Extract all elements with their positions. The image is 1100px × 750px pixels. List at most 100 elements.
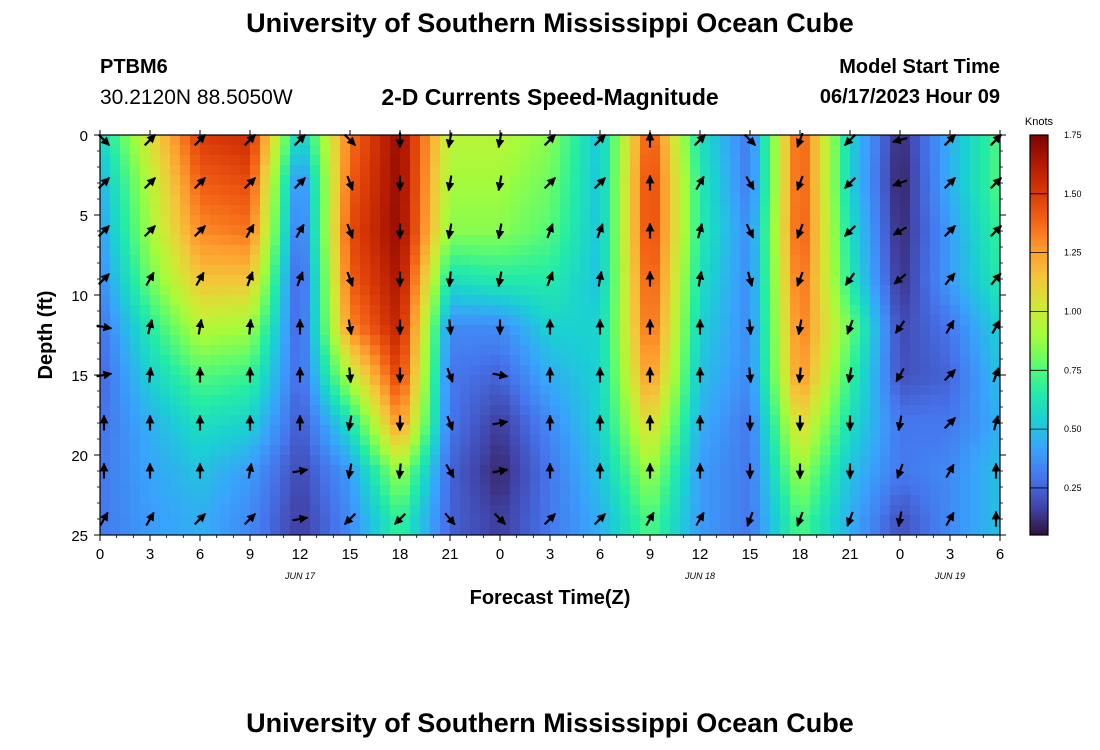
heatmap-cell	[360, 155, 371, 166]
heatmap-cell	[440, 275, 451, 286]
heatmap-cell	[920, 275, 931, 286]
heatmap-cell	[630, 165, 641, 176]
heatmap-cell	[220, 515, 231, 526]
heatmap-cell	[320, 185, 331, 196]
heatmap-cell	[690, 405, 701, 416]
heatmap-cell	[490, 415, 501, 426]
heatmap-cell	[410, 465, 421, 476]
heatmap-cell	[250, 505, 261, 516]
heatmap-cell	[530, 315, 541, 326]
heatmap-cell	[660, 505, 671, 516]
heatmap-cell	[180, 225, 191, 236]
heatmap-cell	[230, 395, 241, 406]
heatmap-cell	[690, 245, 701, 256]
heatmap-cell	[110, 485, 121, 496]
heatmap-cell	[210, 185, 221, 196]
heatmap-cell	[240, 385, 251, 396]
heatmap-cell	[180, 435, 191, 446]
heatmap-cell	[360, 455, 371, 466]
heatmap-cell	[300, 495, 311, 506]
heatmap-cell	[690, 225, 701, 236]
heatmap-cell	[460, 325, 471, 336]
heatmap-cell	[250, 275, 261, 286]
heatmap-cell	[780, 295, 791, 306]
heatmap-cell	[560, 185, 571, 196]
heatmap-cell	[750, 325, 761, 336]
heatmap-cell	[290, 415, 301, 426]
heatmap-cell	[770, 245, 781, 256]
current-arrow	[493, 512, 507, 526]
heatmap-cell	[370, 375, 381, 386]
heatmap-cell	[760, 375, 771, 386]
heatmap-cell	[280, 265, 291, 276]
heatmap-cell	[920, 235, 931, 246]
heatmap-cell	[980, 325, 991, 336]
heatmap-cell	[220, 285, 231, 296]
heatmap-cell	[570, 275, 581, 286]
heatmap-cell	[640, 185, 651, 196]
heatmap-cell	[170, 515, 181, 526]
heatmap-cell	[580, 485, 591, 496]
heatmap-cell	[630, 285, 641, 296]
heatmap-cell	[680, 285, 691, 296]
heatmap-cell	[710, 305, 721, 316]
heatmap-cell	[120, 305, 131, 316]
heatmap-cell	[690, 365, 701, 376]
heatmap-cell	[140, 395, 151, 406]
heatmap-cell	[560, 385, 571, 396]
heatmap-cell	[860, 315, 871, 326]
heatmap-cell	[510, 405, 521, 416]
heatmap-cell	[490, 425, 501, 436]
heatmap-cell	[460, 155, 471, 166]
heatmap-cell	[410, 315, 421, 326]
current-arrow	[492, 370, 509, 380]
heatmap-cell	[520, 495, 531, 506]
heatmap-cell	[780, 355, 791, 366]
heatmap-cell	[930, 335, 941, 346]
current-arrow	[593, 176, 607, 190]
heatmap-cell	[900, 225, 911, 236]
heatmap-cell	[360, 335, 371, 346]
heatmap-cell	[930, 165, 941, 176]
heatmap-cell	[310, 285, 321, 296]
heatmap-cell	[370, 305, 381, 316]
heatmap-cell	[880, 465, 891, 476]
heatmap-cell	[870, 375, 881, 386]
heatmap-cell	[300, 305, 311, 316]
heatmap-cell	[610, 185, 621, 196]
heatmap-cell	[990, 475, 1000, 486]
heatmap-cell	[600, 355, 611, 366]
heatmap-cell	[710, 145, 721, 156]
heatmap-cell	[700, 415, 711, 426]
heatmap-cell	[240, 185, 251, 196]
heatmap-cell	[380, 425, 391, 436]
heatmap-cell	[440, 405, 451, 416]
heatmap-cell	[850, 305, 861, 316]
heatmap-cell	[100, 485, 111, 496]
heatmap-cell	[620, 495, 631, 506]
heatmap-cell	[860, 425, 871, 436]
heatmap-cell	[620, 235, 631, 246]
heatmap-cell	[260, 225, 271, 236]
heatmap-cell	[940, 485, 951, 496]
heatmap-cell	[840, 485, 851, 496]
heatmap-cell	[920, 415, 931, 426]
heatmap-cell	[520, 525, 531, 535]
current-arrow	[895, 511, 905, 528]
heatmap-cell	[960, 235, 971, 246]
heatmap-cell	[280, 465, 291, 476]
heatmap-cell	[490, 395, 501, 406]
heatmap-cell	[770, 215, 781, 226]
heatmap-cell	[780, 425, 791, 436]
heatmap-cell	[930, 305, 941, 316]
heatmap-cell	[700, 345, 711, 356]
heatmap-cell	[920, 205, 931, 216]
heatmap-cell	[740, 215, 751, 226]
heatmap-cell	[350, 335, 361, 346]
heatmap-cell	[440, 165, 451, 176]
heatmap-cell	[540, 515, 551, 526]
heatmap-cell	[870, 225, 881, 236]
heatmap-cell	[180, 395, 191, 406]
heatmap-cell	[930, 145, 941, 156]
heatmap-cell	[410, 415, 421, 426]
